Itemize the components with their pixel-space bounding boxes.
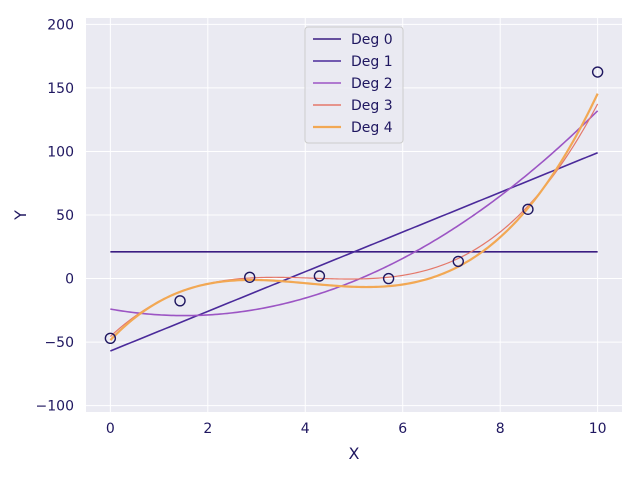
y-tick-label: 0 [65, 272, 74, 288]
data-point [104, 332, 117, 344]
y-tick-label: 50 [56, 208, 74, 224]
legend: Deg 0 Deg 1 Deg 2 Deg 3 Deg 4 [304, 26, 404, 144]
x-tick-label: 10 [589, 421, 607, 437]
data-point [382, 272, 395, 285]
data-points [104, 66, 604, 344]
data-point [452, 255, 464, 268]
data-point [174, 295, 186, 307]
legend-box [304, 26, 404, 144]
y-axis-label: Y [11, 210, 30, 221]
series-lines [109, 93, 599, 352]
data-point [591, 66, 604, 78]
y-tick-label: 150 [47, 81, 74, 97]
x-tick-label: 2 [203, 421, 212, 437]
y-tick-label: −100 [36, 399, 74, 415]
y-tick-label: −50 [44, 335, 74, 351]
legend-label: Deg 2 [351, 76, 393, 92]
x-tick-label: 8 [496, 421, 505, 437]
legend-label: Deg 1 [351, 54, 393, 70]
data-point [313, 270, 326, 282]
x-tick-label: 4 [301, 421, 310, 437]
tick-labels: 0 2 4 6 8 10 −100 −50 0 50 100 150 200 [36, 17, 607, 437]
series-line [110, 110, 599, 317]
x-tick-label: 0 [106, 421, 115, 437]
legend-label: Deg 3 [351, 98, 393, 114]
data-point [522, 203, 534, 215]
x-tick-label: 6 [398, 421, 407, 437]
series-line [110, 151, 598, 352]
y-tick-label: 100 [47, 144, 74, 160]
y-tick-label: 200 [47, 17, 74, 33]
legend-label: Deg 0 [351, 32, 393, 48]
legend-label: Deg 4 [351, 120, 393, 136]
series-line [109, 93, 599, 341]
x-axis-label: X [349, 444, 360, 463]
data-point [244, 271, 256, 283]
